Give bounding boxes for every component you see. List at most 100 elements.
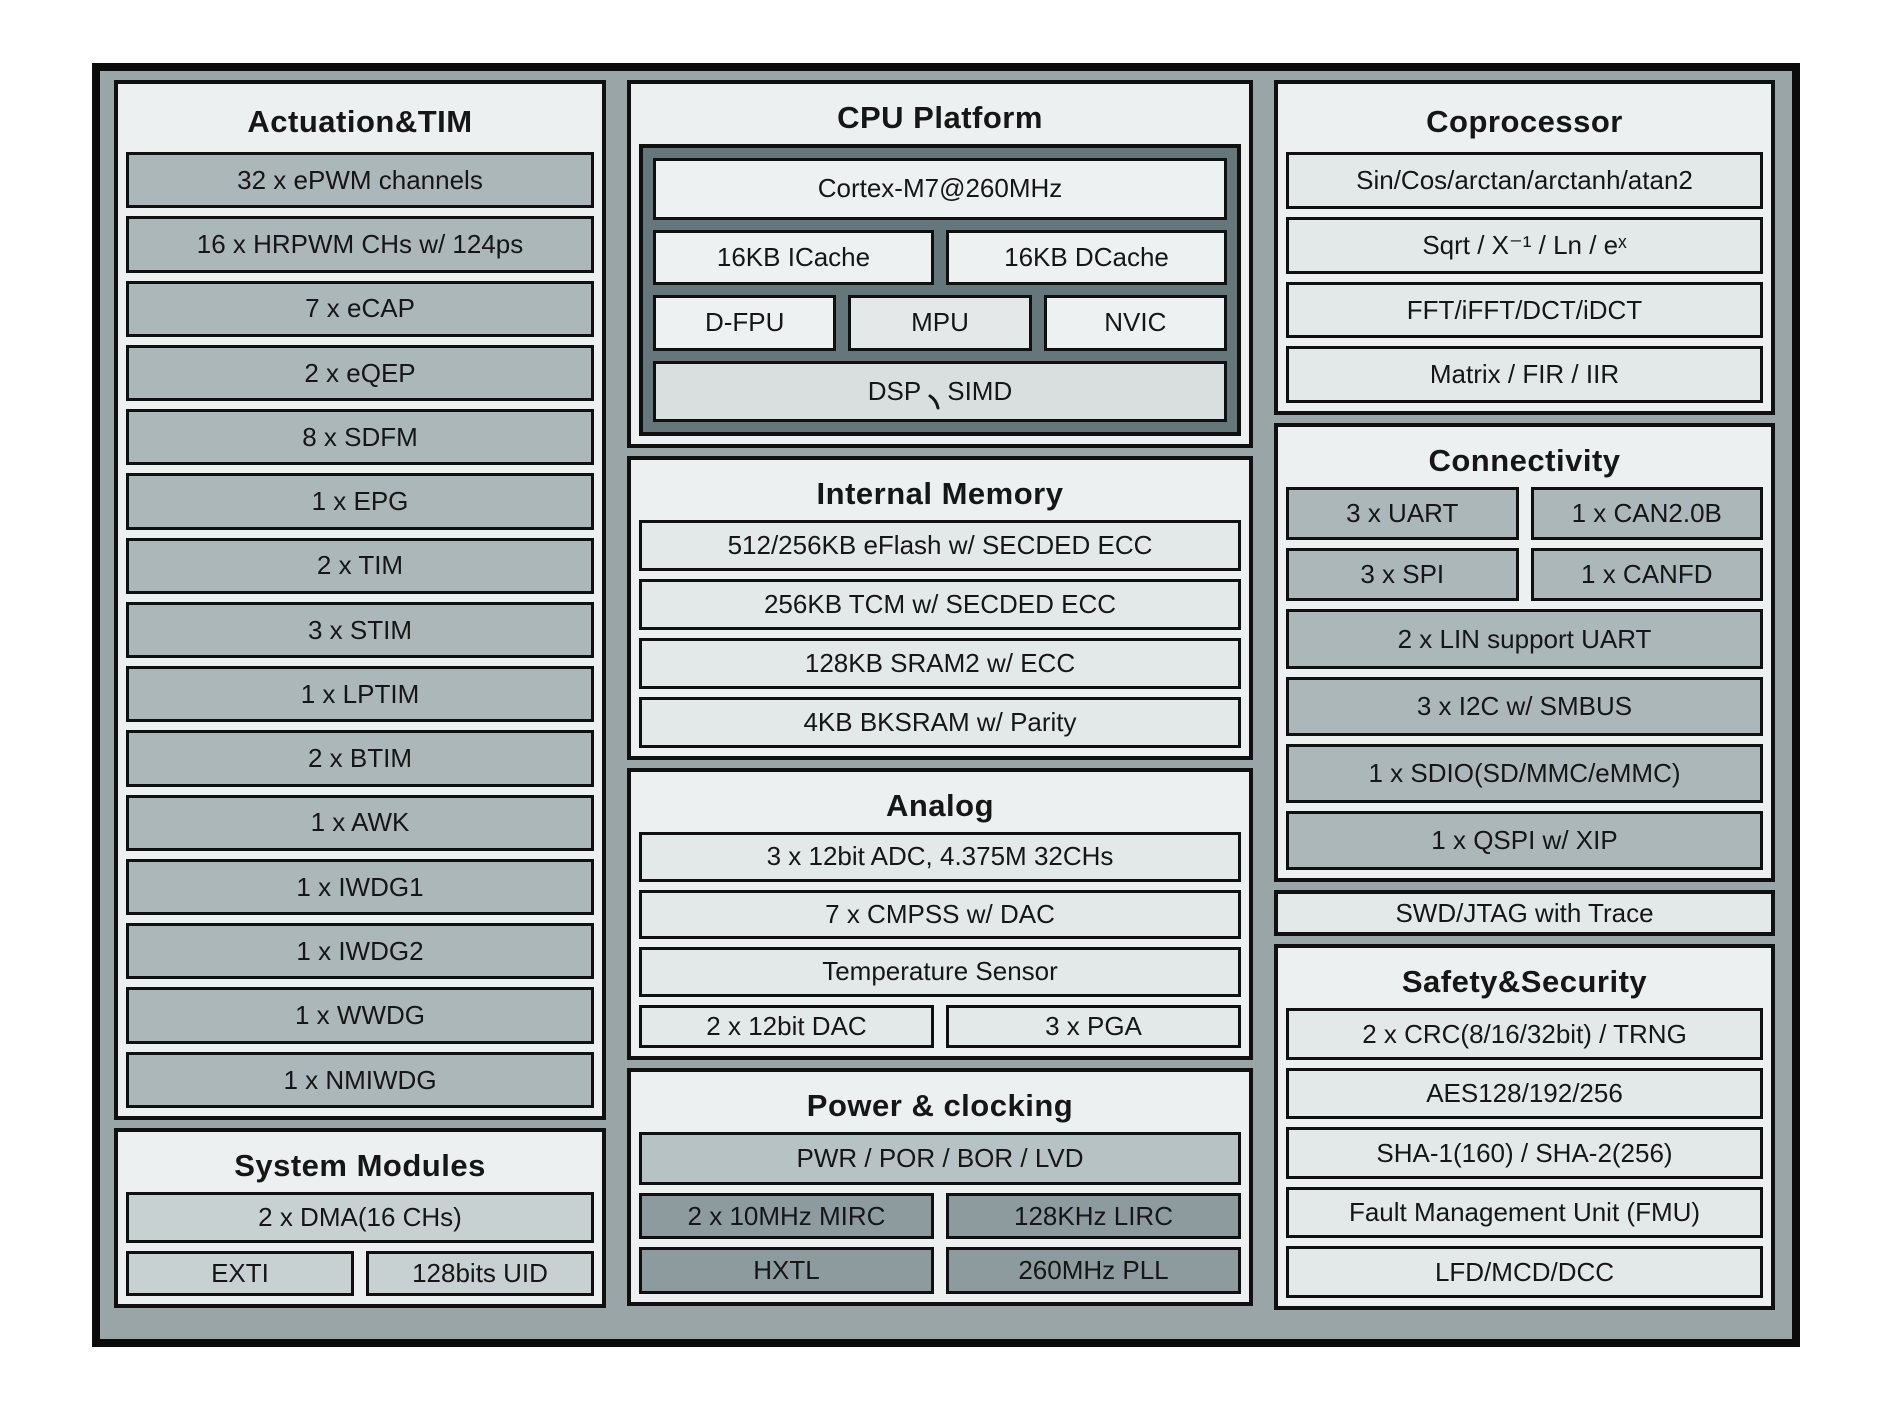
power-pair-1: 2 x 10MHz MIRC 128KHz LIRC xyxy=(639,1192,1241,1240)
block-eflash: 512/256KB eFlash w/ SECDED ECC xyxy=(639,520,1241,571)
block-pwr-por-bor-lvd: PWR / POR / BOR / LVD xyxy=(639,1132,1241,1185)
block-btim: 2 x BTIM xyxy=(126,730,594,787)
block-wwdg: 1 x WWDG xyxy=(126,987,594,1044)
block-exti: EXTI xyxy=(126,1251,354,1296)
panel-safety-security: Safety&Security 2 x CRC(8/16/32bit) / TR… xyxy=(1274,944,1775,1310)
block-lfd: LFD/MCD/DCC xyxy=(1286,1246,1763,1298)
block-can: 1 x CAN2.0B xyxy=(1530,487,1763,541)
block-nvic: NVIC xyxy=(1043,295,1227,351)
mcu-chip-outline: Actuation&TIM 32 x ePWM channels 16 x HR… xyxy=(92,63,1800,1347)
analog-rows: 3 x 12bit ADC, 4.375M 32CHs 7 x CMPSS w/… xyxy=(639,832,1241,1048)
column-middle: CPU Platform Cortex-M7@260MHz 16KB ICach… xyxy=(627,80,1253,1310)
safety-rows: 2 x CRC(8/16/32bit) / TRNG AES128/192/25… xyxy=(1286,1008,1763,1298)
panel-cpu-platform: CPU Platform Cortex-M7@260MHz 16KB ICach… xyxy=(627,80,1253,448)
panel-coprocessor: Coprocessor Sin/Cos/arctan/arctanh/atan2… xyxy=(1274,80,1775,415)
section-title-cpu-platform: CPU Platform xyxy=(837,100,1043,135)
connectivity-rows: 3 x UART 1 x CAN2.0B 3 x SPI 1 x CANFD 2… xyxy=(1286,487,1763,871)
block-temp-sensor: Temperature Sensor xyxy=(639,947,1241,997)
block-fft: FFT/iFFT/DCT/iDCT xyxy=(1286,281,1763,339)
block-sdfm: 8 x SDFM xyxy=(126,409,594,466)
block-lin: 2 x LIN support UART xyxy=(1286,609,1763,669)
ideographic-comma-icon xyxy=(927,388,941,410)
block-stim: 3 x STIM xyxy=(126,601,594,659)
block-lptim: 1 x LPTIM xyxy=(126,666,594,723)
block-cortex-m7: Cortex-M7@260MHz xyxy=(653,158,1227,220)
block-fmu: Fault Management Unit (FMU) xyxy=(1286,1186,1763,1239)
block-epwm: 32 x ePWM channels xyxy=(126,152,594,209)
section-title-system-modules: System Modules xyxy=(234,1148,486,1183)
system-modules-rows: 2 x DMA(16 CHs) EXTI 128bits UID xyxy=(126,1192,594,1296)
section-title-power-clocking: Power & clocking xyxy=(806,1088,1074,1123)
block-cmpss: 7 x CMPSS w/ DAC xyxy=(639,889,1241,939)
block-adc: 3 x 12bit ADC, 4.375M 32CHs xyxy=(639,832,1241,882)
block-tcm: 256KB TCM w/ SECDED ECC xyxy=(639,579,1241,630)
cpu-core-container: Cortex-M7@260MHz 16KB ICache 16KB DCache… xyxy=(639,144,1241,436)
block-pll: 260MHz PLL xyxy=(946,1247,1241,1295)
block-i2c: 3 x I2C w/ SMBUS xyxy=(1286,676,1763,736)
coprocessor-rows: Sin/Cos/arctan/arctanh/atan2 Sqrt / X⁻¹ … xyxy=(1286,152,1763,403)
cpu-cache-pair: 16KB ICache 16KB DCache xyxy=(653,229,1227,285)
block-trig: Sin/Cos/arctan/arctanh/atan2 xyxy=(1286,152,1763,209)
section-title-internal-memory: Internal Memory xyxy=(816,476,1064,511)
analog-pair: 2 x 12bit DAC 3 x PGA xyxy=(639,1004,1241,1048)
connectivity-pair-1: 3 x UART 1 x CAN2.0B xyxy=(1286,487,1763,541)
block-lirc: 128KHz LIRC xyxy=(946,1192,1241,1240)
cpu-unit-trio: D-FPU MPU NVIC xyxy=(653,295,1227,351)
section-title-analog: Analog xyxy=(885,788,995,823)
block-hrpwm: 16 x HRPWM CHs w/ 124ps xyxy=(126,216,594,273)
block-pga: 3 x PGA xyxy=(946,1004,1241,1048)
block-iwdg2: 1 x IWDG2 xyxy=(126,923,594,980)
block-uid: 128bits UID xyxy=(366,1251,594,1296)
block-hxtl: HXTL xyxy=(639,1247,934,1295)
block-aes: AES128/192/256 xyxy=(1286,1067,1763,1120)
block-sram2: 128KB SRAM2 w/ ECC xyxy=(639,638,1241,689)
block-mpu: MPU xyxy=(848,295,1032,351)
section-title-coprocessor: Coprocessor xyxy=(1426,104,1623,139)
block-uart: 3 x UART xyxy=(1286,487,1519,541)
block-dcache: 16KB DCache xyxy=(946,229,1227,285)
block-sdio: 1 x SDIO(SD/MMC/eMMC) xyxy=(1286,743,1763,803)
block-ecap: 7 x eCAP xyxy=(126,280,594,337)
block-dfpu: D-FPU xyxy=(653,295,837,351)
panel-connectivity: Connectivity 3 x UART 1 x CAN2.0B 3 x SP… xyxy=(1274,423,1775,882)
block-iwdg1: 1 x IWDG1 xyxy=(126,858,594,916)
block-bksram: 4KB BKSRAM w/ Parity xyxy=(639,697,1241,748)
column-right: Coprocessor Sin/Cos/arctan/arctanh/atan2… xyxy=(1274,80,1775,1310)
block-epg: 1 x EPG xyxy=(126,473,594,530)
block-icache: 16KB ICache xyxy=(653,229,934,285)
block-crc-trng: 2 x CRC(8/16/32bit) / TRNG xyxy=(1286,1008,1763,1060)
block-sqrt: Sqrt / X⁻¹ / Ln / eˣ xyxy=(1286,216,1763,274)
block-dsp-simd: DSP SIMD xyxy=(653,360,1227,422)
block-canfd: 1 x CANFD xyxy=(1530,548,1763,602)
block-matrix: Matrix / FIR / IIR xyxy=(1286,346,1763,403)
panel-system-modules: System Modules 2 x DMA(16 CHs) EXTI 128b… xyxy=(114,1128,606,1308)
system-modules-pair: EXTI 128bits UID xyxy=(126,1251,594,1296)
connectivity-pair-2: 3 x SPI 1 x CANFD xyxy=(1286,548,1763,602)
power-rows: PWR / POR / BOR / LVD 2 x 10MHz MIRC 128… xyxy=(639,1132,1241,1295)
section-title-safety-security: Safety&Security xyxy=(1401,964,1648,999)
simd-label: SIMD xyxy=(947,375,1013,406)
dsp-label: DSP xyxy=(867,375,922,406)
panel-analog: Analog 3 x 12bit ADC, 4.375M 32CHs 7 x C… xyxy=(627,768,1253,1060)
block-eqep: 2 x eQEP xyxy=(126,344,594,402)
panel-actuation-tim: Actuation&TIM 32 x ePWM channels 16 x HR… xyxy=(114,80,606,1120)
column-left: Actuation&TIM 32 x ePWM channels 16 x HR… xyxy=(114,80,606,1310)
block-spi: 3 x SPI xyxy=(1286,548,1519,602)
block-awk: 1 x AWK xyxy=(126,794,594,851)
actuation-rows: 32 x ePWM channels 16 x HRPWM CHs w/ 124… xyxy=(126,152,594,1108)
section-title-connectivity: Connectivity xyxy=(1428,443,1621,478)
block-dac: 2 x 12bit DAC xyxy=(639,1004,934,1048)
memory-rows: 512/256KB eFlash w/ SECDED ECC 256KB TCM… xyxy=(639,520,1241,748)
block-tim: 2 x TIM xyxy=(126,537,594,594)
panel-power-clocking: Power & clocking PWR / POR / BOR / LVD 2… xyxy=(627,1068,1253,1306)
block-qspi: 1 x QSPI w/ XIP xyxy=(1286,810,1763,871)
block-sha: SHA-1(160) / SHA-2(256) xyxy=(1286,1127,1763,1179)
block-dma: 2 x DMA(16 CHs) xyxy=(126,1192,594,1243)
panel-internal-memory: Internal Memory 512/256KB eFlash w/ SECD… xyxy=(627,456,1253,760)
block-mirc: 2 x 10MHz MIRC xyxy=(639,1192,934,1240)
block-swd-jtag: SWD/JTAG with Trace xyxy=(1274,890,1775,936)
section-title-actuation-tim: Actuation&TIM xyxy=(247,104,473,139)
block-nmiwdg: 1 x NMIWDG xyxy=(126,1051,594,1108)
power-pair-2: HXTL 260MHz PLL xyxy=(639,1247,1241,1295)
